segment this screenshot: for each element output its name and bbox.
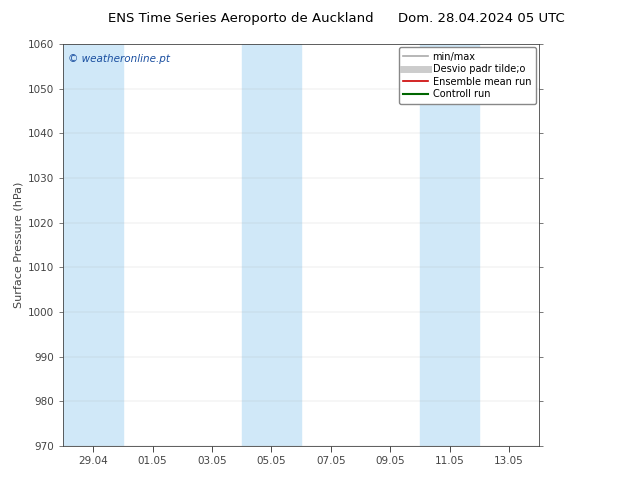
Text: © weatheronline.pt: © weatheronline.pt xyxy=(68,54,170,64)
Text: ENS Time Series Aeroporto de Auckland: ENS Time Series Aeroporto de Auckland xyxy=(108,12,373,25)
Bar xyxy=(420,44,479,446)
Y-axis label: Surface Pressure (hPa): Surface Pressure (hPa) xyxy=(14,182,24,308)
Legend: min/max, Desvio padr tilde;o, Ensemble mean run, Controll run: min/max, Desvio padr tilde;o, Ensemble m… xyxy=(399,47,536,104)
Text: Dom. 28.04.2024 05 UTC: Dom. 28.04.2024 05 UTC xyxy=(398,12,566,25)
Bar xyxy=(242,44,301,446)
Bar xyxy=(63,44,123,446)
